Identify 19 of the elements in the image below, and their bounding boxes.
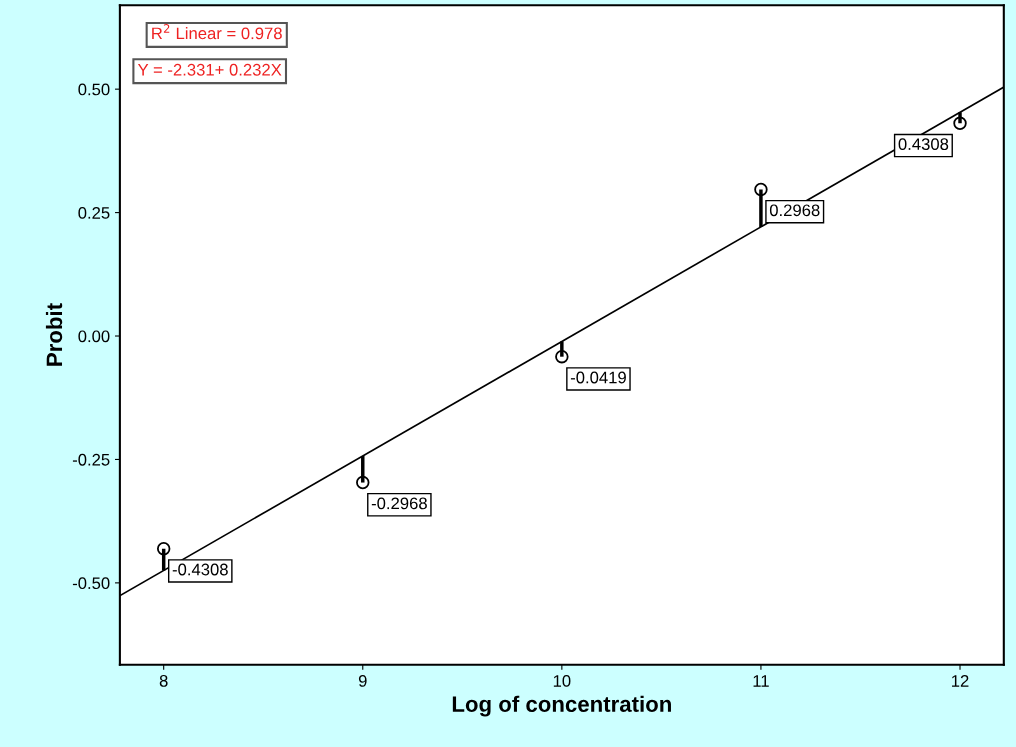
y-axis-title: Probit [45, 303, 63, 366]
data-label: 0.4308 [898, 138, 949, 151]
x-tick-label: 11 [753, 675, 769, 687]
annotation: Y = -2.331+ 0.232X [137, 63, 282, 76]
data-label: -0.0419 [570, 371, 626, 384]
x-tick-label: 9 [358, 674, 367, 687]
x-tick-label: 10 [553, 674, 571, 687]
y-tick-label: 0.50 [78, 83, 110, 96]
y-tick-label: 0.25 [78, 206, 110, 219]
data-label: -0.4308 [172, 563, 228, 576]
y-tick-label: -0.50 [72, 577, 110, 590]
x-axis-title: Log of concentration [452, 695, 671, 717]
y-tick-label: 0.00 [78, 330, 110, 343]
y-tick-label: -0.25 [72, 453, 110, 466]
annotation: R$^{2}$ Linear = 0.978 [152, 24, 282, 40]
data-label: -0.2968 [371, 497, 427, 510]
x-tick-label: 12 [952, 674, 969, 687]
data-label: 0.2968 [769, 204, 820, 217]
x-tick-label: 8 [159, 674, 168, 687]
